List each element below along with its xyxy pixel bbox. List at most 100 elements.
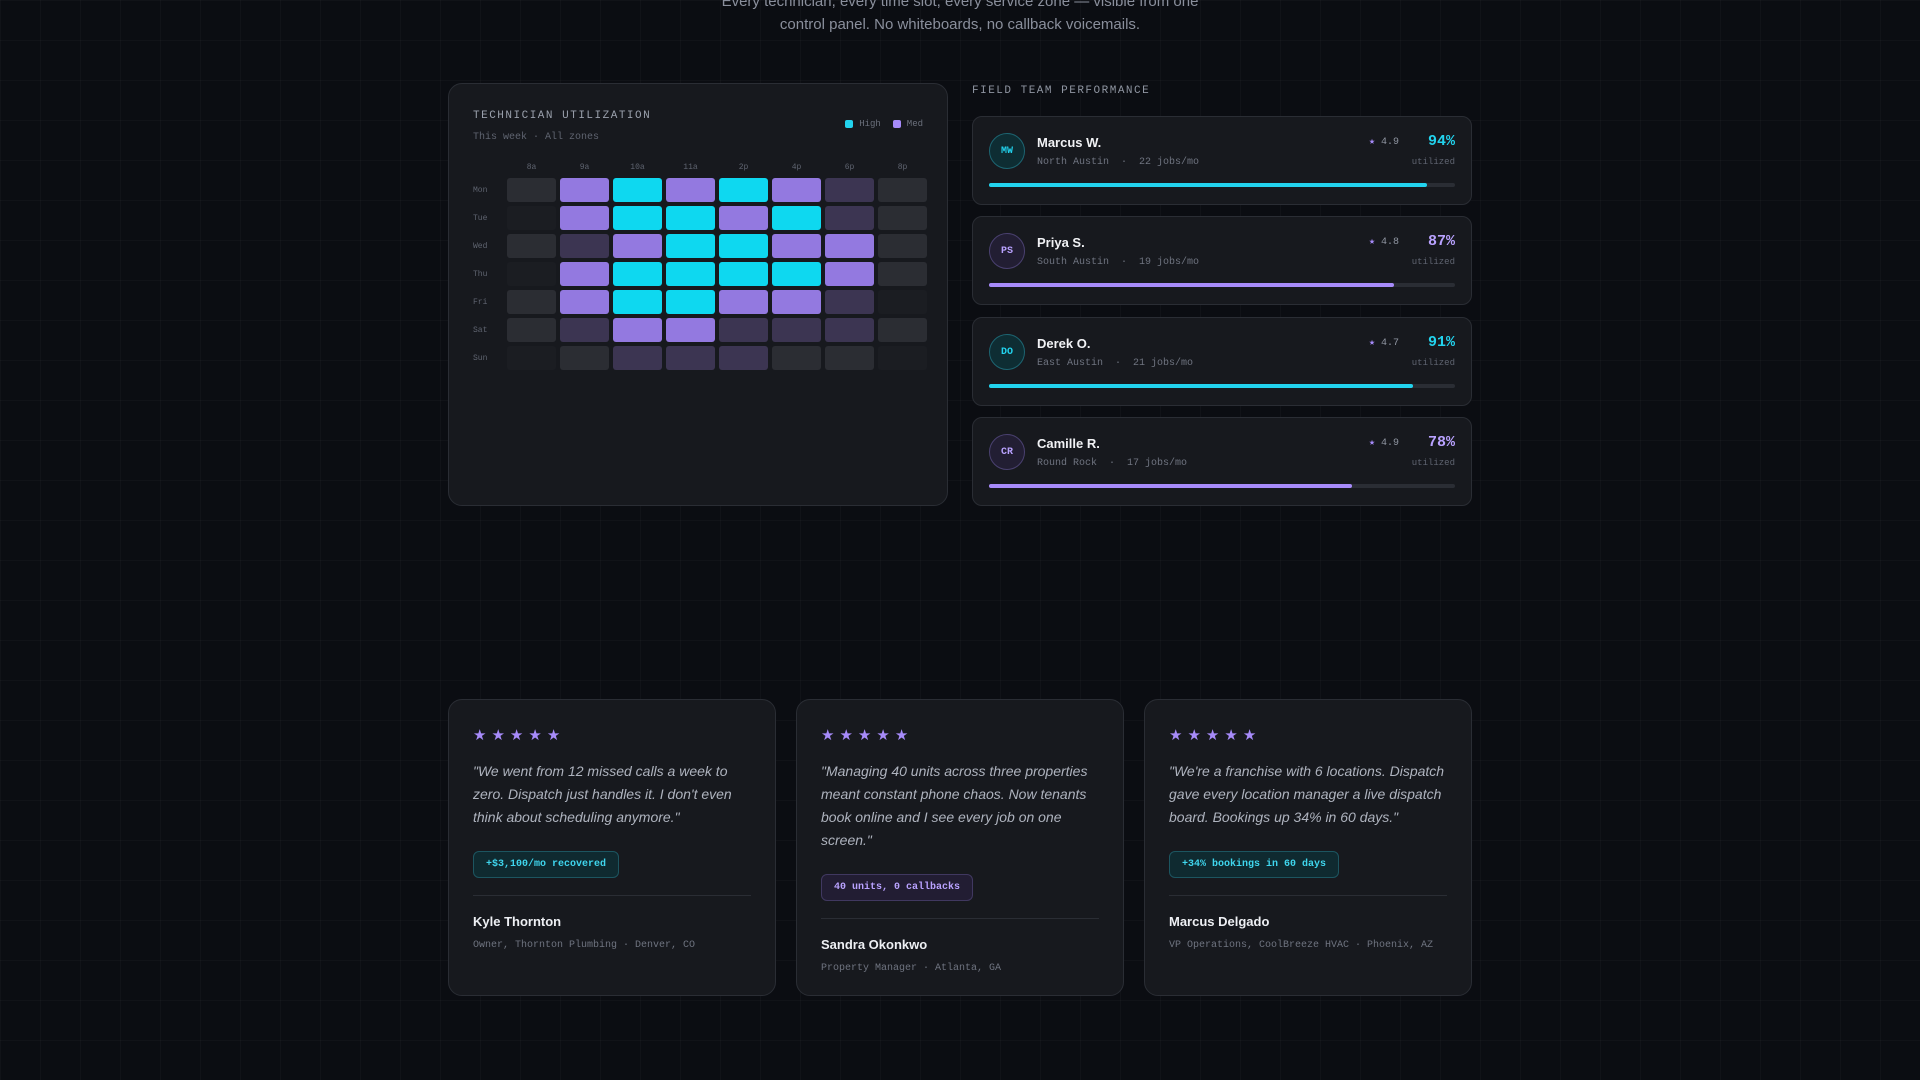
heatmap-column-label: 9a (579, 163, 590, 172)
tech-utilization-label: utilized (1411, 257, 1455, 267)
heatmap-cell[interactable] (719, 290, 768, 314)
heatmap-cell[interactable] (666, 234, 715, 258)
heatmap-cell[interactable] (719, 206, 768, 230)
heatmap-cell[interactable] (613, 234, 662, 258)
heatmap-cell[interactable] (825, 206, 874, 230)
heatmap-cell[interactable] (560, 346, 609, 370)
legend-item-high: High (845, 119, 881, 129)
heatmap-cell[interactable] (772, 262, 821, 286)
heatmap-cell[interactable] (613, 262, 662, 286)
heatmap-cell[interactable] (560, 206, 609, 230)
tech-zone: South Austin (1037, 257, 1110, 268)
heatmap-cell[interactable] (613, 346, 662, 370)
tech-utilization-percent: 78% (1427, 434, 1455, 451)
heatmap-cell[interactable] (666, 346, 715, 370)
tech-jobs: 17 jobs/mo (1127, 458, 1188, 469)
avatar: MW (989, 133, 1025, 169)
heatmap-cell[interactable] (772, 178, 821, 202)
heatmap-cell[interactable] (507, 206, 556, 230)
heatmap-cell[interactable] (825, 262, 874, 286)
heatmap-cell[interactable] (666, 178, 715, 202)
tech-rating-value: 4.8 (1380, 237, 1399, 248)
testimonial-card: ★ ★ ★ ★ ★ "Managing 40 units across three pr… (796, 699, 1124, 996)
heatmap-cell[interactable] (719, 346, 768, 370)
heatmap-cell[interactable] (772, 290, 821, 314)
heatmap-cell[interactable] (507, 262, 556, 286)
star-icon: ★ (1224, 727, 1238, 744)
utilization-bar-fill (989, 484, 1353, 488)
tech-jobs: 19 jobs/mo (1139, 257, 1200, 268)
heatmap-cell[interactable] (719, 262, 768, 286)
heatmap-cell[interactable] (878, 290, 927, 314)
heatmap-column-label: 8p (897, 163, 908, 172)
avatar: DO (989, 334, 1025, 370)
heatmap-cell[interactable] (825, 178, 874, 202)
tech-zone: North Austin (1037, 157, 1110, 168)
heatmap-cell[interactable] (613, 178, 662, 202)
result-badge: 40 units, 0 callbacks (821, 874, 974, 901)
heatmap-cell[interactable] (772, 206, 821, 230)
heatmap-column-label: 8a (526, 163, 537, 172)
star-icon: ★ (821, 727, 835, 744)
testimonial-card: ★ ★ ★ ★ ★ "We went from 12 missed calls a we… (448, 699, 776, 996)
heatmap-cell[interactable] (507, 318, 556, 342)
tech-card[interactable]: CR Camille R. Round Rock · 17 jobs/mo ★ … (972, 417, 1472, 506)
tech-rating-value: 4.9 (1380, 137, 1399, 148)
heatmap-cell[interactable] (560, 318, 609, 342)
tech-meta: North Austin · 22 jobs/mo (1037, 157, 1200, 168)
heatmap-cell[interactable] (507, 346, 556, 370)
testimonial-author: Sandra Okonkwo (821, 937, 928, 952)
heatmap-row: Sat (473, 318, 927, 342)
utilization-bar (989, 384, 1455, 388)
heatmap-cell[interactable] (666, 318, 715, 342)
heatmap-cell[interactable] (825, 318, 874, 342)
intro-line-1: Every technician, every time slot, every… (721, 0, 1199, 10)
heatmap-row-label: Wed (473, 241, 488, 251)
heatmap-cell[interactable] (507, 290, 556, 314)
tech-name: Derek O. (1037, 336, 1091, 351)
heatmap-cell[interactable] (560, 262, 609, 286)
testimonial-author-role: Owner, Thornton Plumbing · Denver, CO (473, 940, 696, 951)
heatmap-row-label: Sat (473, 325, 488, 335)
heatmap-cell[interactable] (666, 206, 715, 230)
heatmap-cell[interactable] (772, 346, 821, 370)
utilization-bar-fill (989, 384, 1414, 388)
heatmap-cell[interactable] (878, 346, 927, 370)
heatmap-cell[interactable] (878, 262, 927, 286)
heatmap-cell[interactable] (613, 206, 662, 230)
heatmap-cell[interactable] (719, 178, 768, 202)
heatmap-cell[interactable] (507, 234, 556, 258)
heatmap-cell[interactable] (560, 234, 609, 258)
heatmap-cell[interactable] (772, 234, 821, 258)
heatmap-cell[interactable] (666, 290, 715, 314)
star-icon: ★ (528, 727, 542, 744)
heatmap-cell[interactable] (719, 234, 768, 258)
heatmap-cell[interactable] (666, 262, 715, 286)
heatmap-cell[interactable] (878, 178, 927, 202)
tech-card[interactable]: DO Derek O. East Austin · 21 jobs/mo ★ 4… (972, 317, 1472, 406)
heatmap-cell[interactable] (825, 346, 874, 370)
heatmap-cell[interactable] (878, 206, 927, 230)
tech-rating: ★ 4.7 (1369, 337, 1399, 349)
legend-item-med: Med (892, 119, 923, 129)
heatmap-cell[interactable] (772, 318, 821, 342)
heatmap-column-label: 2p (738, 163, 749, 172)
heatmap-corner (473, 163, 503, 172)
heatmap-cell[interactable] (878, 234, 927, 258)
heatmap-cell[interactable] (507, 178, 556, 202)
tech-meta: East Austin · 21 jobs/mo (1037, 358, 1194, 369)
heatmap-cell[interactable] (825, 290, 874, 314)
heatmap-cell[interactable] (560, 290, 609, 314)
heatmap-cell[interactable] (560, 178, 609, 202)
heatmap-cell[interactable] (613, 290, 662, 314)
heatmap-cell[interactable] (613, 318, 662, 342)
star-icon: ★ (1368, 237, 1375, 248)
team-section-title: FIELD TEAM PERFORMANCE (972, 85, 1151, 97)
heatmap-cell[interactable] (878, 318, 927, 342)
tech-name: Marcus W. (1037, 135, 1102, 150)
legend-swatch-high (845, 120, 854, 128)
tech-card[interactable]: MW Marcus W. North Austin · 22 jobs/mo ★… (972, 116, 1472, 205)
heatmap-cell[interactable] (825, 234, 874, 258)
heatmap-cell[interactable] (719, 318, 768, 342)
tech-card[interactable]: PS Priya S. South Austin · 19 jobs/mo ★ … (972, 216, 1472, 305)
